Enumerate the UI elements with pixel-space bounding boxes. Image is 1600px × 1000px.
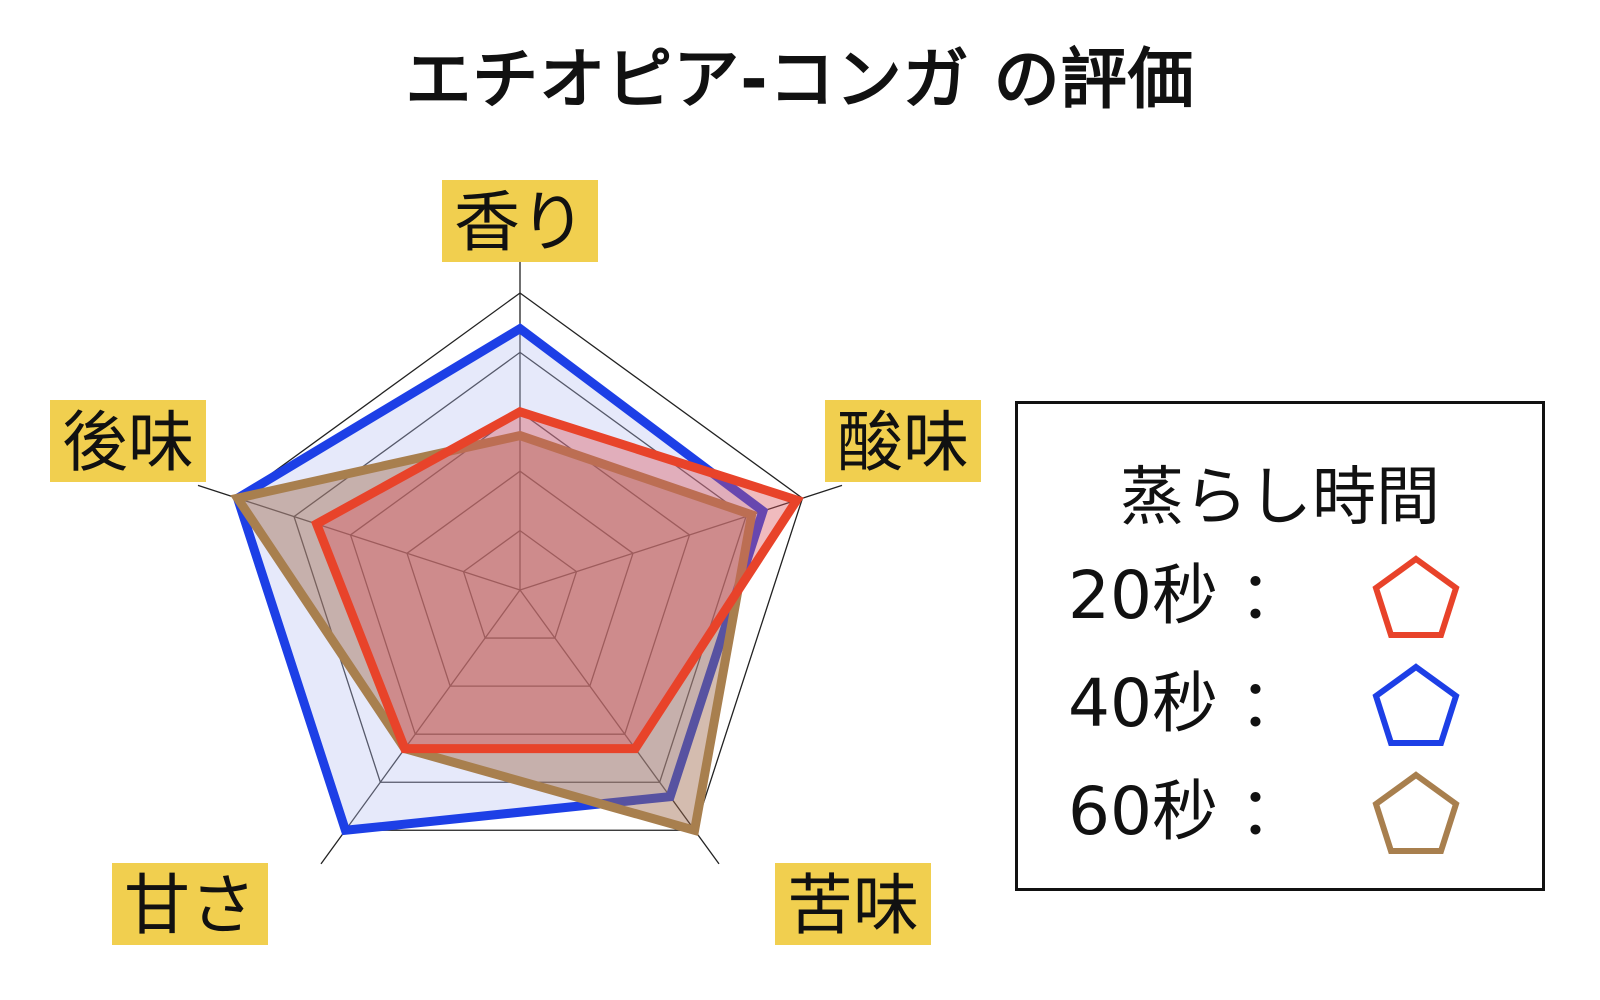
chart-title: エチオピア-コンガ の評価	[405, 41, 1195, 118]
axis-label-background	[50, 400, 206, 482]
series-20秒	[310, 406, 804, 754]
axis-label-background	[825, 400, 981, 482]
series-60秒	[230, 430, 757, 836]
legend-swatch-shape	[1372, 663, 1460, 746]
radar-grid-ring-1	[462, 529, 578, 639]
axis-label-text: 苦味	[787, 867, 919, 944]
legend-item-label: 60秒 ：	[1068, 773, 1305, 850]
legend-swatch-pentagon-icon	[1372, 663, 1460, 746]
axis-label-text: 後味	[62, 404, 194, 481]
axis-label-2: 酸味	[825, 400, 981, 482]
axis-label-4: 甘さ	[112, 863, 268, 945]
radar-grid-ring-5	[236, 292, 804, 831]
radar-spoke-5	[197, 484, 521, 591]
axis-label-text: 酸味	[837, 404, 969, 481]
axis-label-text: 甘さ	[124, 867, 256, 944]
legend-item-label: 20秒 ：	[1068, 557, 1305, 634]
legend-item-20秒: 20秒 ：	[1068, 551, 1508, 641]
radar-spoke-3	[519, 589, 720, 865]
legend-swatch-pentagon-icon	[1372, 771, 1460, 854]
legend-swatch-shape	[1372, 771, 1460, 854]
legend-swatch-pentagon-icon	[1372, 555, 1460, 638]
radar-grid	[197, 251, 843, 865]
legend-item-60秒: 60秒 ：	[1068, 767, 1508, 857]
radar-grid-ring-3	[349, 410, 691, 735]
legend-title: 蒸らし時間	[1120, 461, 1440, 535]
legend-item-40秒: 40秒 ：	[1068, 659, 1508, 749]
legend-item-label: 40秒 ：	[1068, 665, 1305, 742]
radar-grid-ring-2	[406, 470, 634, 687]
radar-series	[230, 323, 804, 836]
radar-spoke-4	[320, 589, 521, 865]
radar-spoke-2	[519, 484, 843, 591]
axis-label-background	[112, 863, 268, 945]
legend: 蒸らし時間 20秒 ： 40秒 ： 60秒 ：	[1015, 401, 1545, 891]
legend-swatch-shape	[1372, 555, 1460, 638]
axis-label-5: 後味	[50, 400, 206, 482]
axis-label-background	[775, 863, 931, 945]
axis-label-text: 香り	[454, 184, 586, 261]
axis-label-background	[442, 180, 598, 262]
axis-label-1: 香り	[442, 180, 598, 262]
axis-label-3: 苦味	[775, 863, 931, 945]
